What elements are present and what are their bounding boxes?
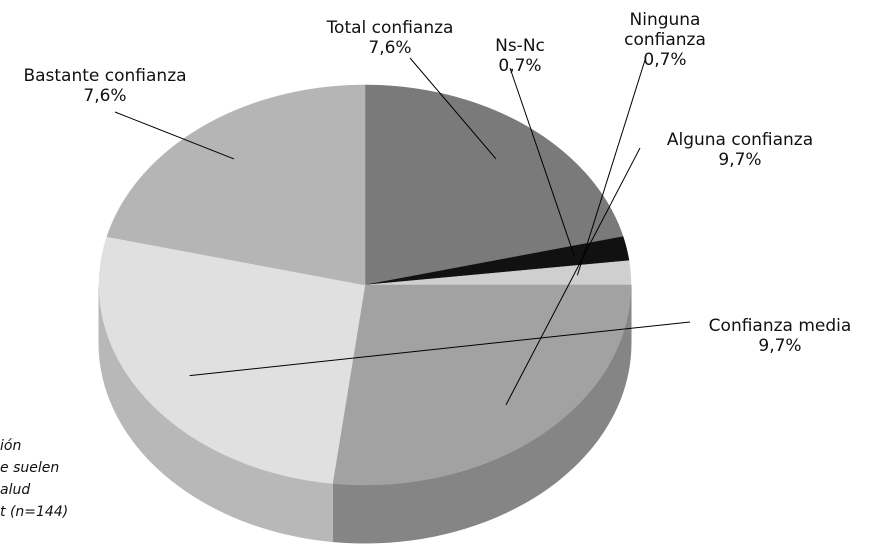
slice — [98, 236, 366, 484]
leader-line — [114, 111, 235, 160]
leader-line — [509, 67, 575, 257]
leader-line — [409, 57, 497, 160]
slice-value: 9,7% — [718, 150, 762, 170]
caption-line: e suelen — [0, 460, 60, 476]
slice-value: 7,6% — [368, 38, 412, 58]
caption-line: ión — [0, 438, 22, 454]
slice — [106, 84, 366, 286]
slice-label: Confianza media — [708, 316, 852, 336]
slice-label: Ninguna confianza — [624, 10, 706, 50]
slice-label: Ns-Nc — [495, 36, 545, 56]
caption-line: alud — [0, 482, 31, 498]
slice-value: 0,7% — [643, 50, 687, 70]
leader-line — [576, 59, 646, 276]
slice-value: 7,6% — [83, 86, 127, 106]
slice — [364, 84, 624, 286]
caption-line: t (n=144) — [0, 504, 69, 520]
slice-label: Alguna confianza — [666, 130, 814, 150]
leader-line — [505, 147, 641, 406]
slice-value: 9,7% — [758, 336, 802, 356]
slice-value: 0,7% — [498, 56, 542, 76]
leader-line — [189, 321, 691, 377]
slice-label: Total confianza — [326, 18, 454, 38]
slice — [364, 260, 632, 286]
slice — [332, 284, 632, 486]
slice — [364, 236, 630, 286]
slice-label: Bastante confianza — [23, 66, 187, 86]
